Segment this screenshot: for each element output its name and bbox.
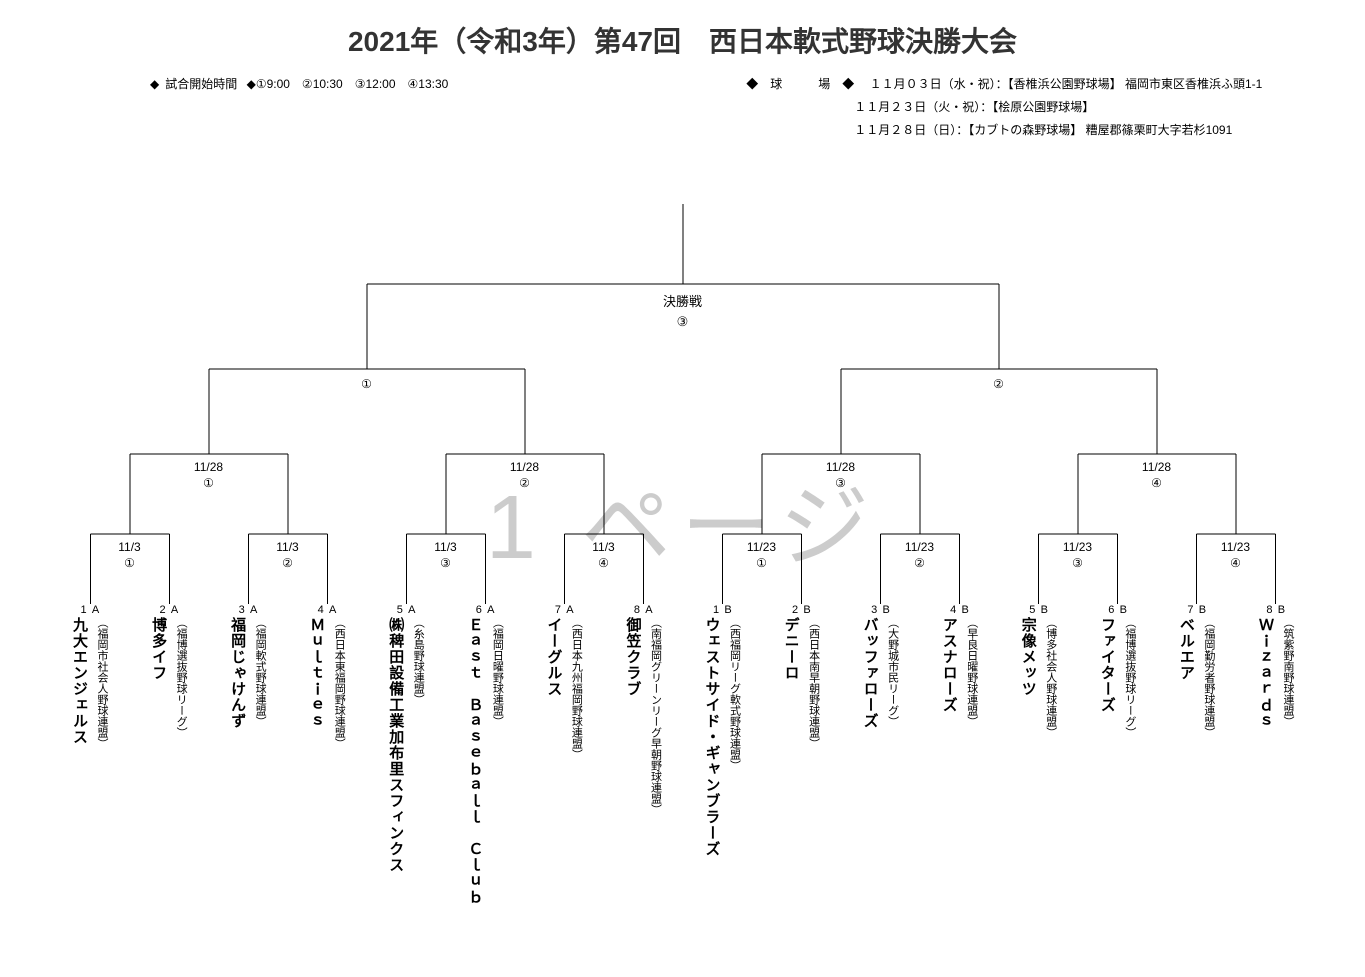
venue-2: １１月２３日（火・祝）：【桧原公園野球場】 (746, 98, 1345, 115)
qf-label-3: 11/28④ (1127, 460, 1187, 491)
sf-label-0: ① (337, 377, 397, 393)
r1-label-1: 11/3② (258, 540, 318, 571)
venue-3: １１月２８日（日）：【カブトの森野球場】 糟屋郡篠栗町大字若杉1091 (746, 121, 1345, 138)
time-info: ◆試合開始時間 ◆①9:00 ②10:30 ③12:00 ④13:30 (20, 75, 746, 144)
r1-label-6: 11/23③ (1048, 540, 1108, 571)
page-title: 2021年（令和3年）第47回 西日本軟式野球決勝大会 (20, 20, 1345, 60)
labels-layer: 11/3① 11/3② 11/3③ 11/3④ 11/23① 11/23② 11/23③ 11… (23, 174, 1343, 954)
qf-label-0: 11/28① (179, 460, 239, 491)
venue-1: １１月０３日（水・祝）：【香椎浜公園野球場】 福岡市東区香椎浜ふ頭1-1 (870, 77, 1263, 91)
sf-label-1: ② (969, 377, 1029, 393)
qf-label-2: 11/28③ (811, 460, 871, 491)
qf-label-1: 11/28② (495, 460, 555, 491)
info-row: ◆試合開始時間 ◆①9:00 ②10:30 ③12:00 ④13:30 ◆ 球 … (20, 75, 1345, 144)
r1-label-0: 11/3① (100, 540, 160, 571)
final-label: 決勝戦③ (653, 292, 713, 331)
r1-label-4: 11/23① (732, 540, 792, 571)
bracket: 1 ページ 11/3①11/3②11/3③11/3④11/23①11/23②11… (23, 174, 1343, 954)
time-values: ◆①9:00 ②10:30 ③12:00 ④13:30 (247, 77, 449, 91)
venue-info: ◆ 球 場 ◆ １１月０３日（水・祝）：【香椎浜公園野球場】 福岡市東区香椎浜ふ… (746, 75, 1345, 144)
venue-label: ◆ 球 場 ◆ (746, 77, 854, 91)
r1-label-5: 11/23② (890, 540, 950, 571)
r1-label-2: 11/3③ (416, 540, 476, 571)
time-label: 試合開始時間 (165, 77, 237, 91)
r1-label-3: 11/3④ (574, 540, 634, 571)
r1-label-7: 11/23④ (1206, 540, 1266, 571)
